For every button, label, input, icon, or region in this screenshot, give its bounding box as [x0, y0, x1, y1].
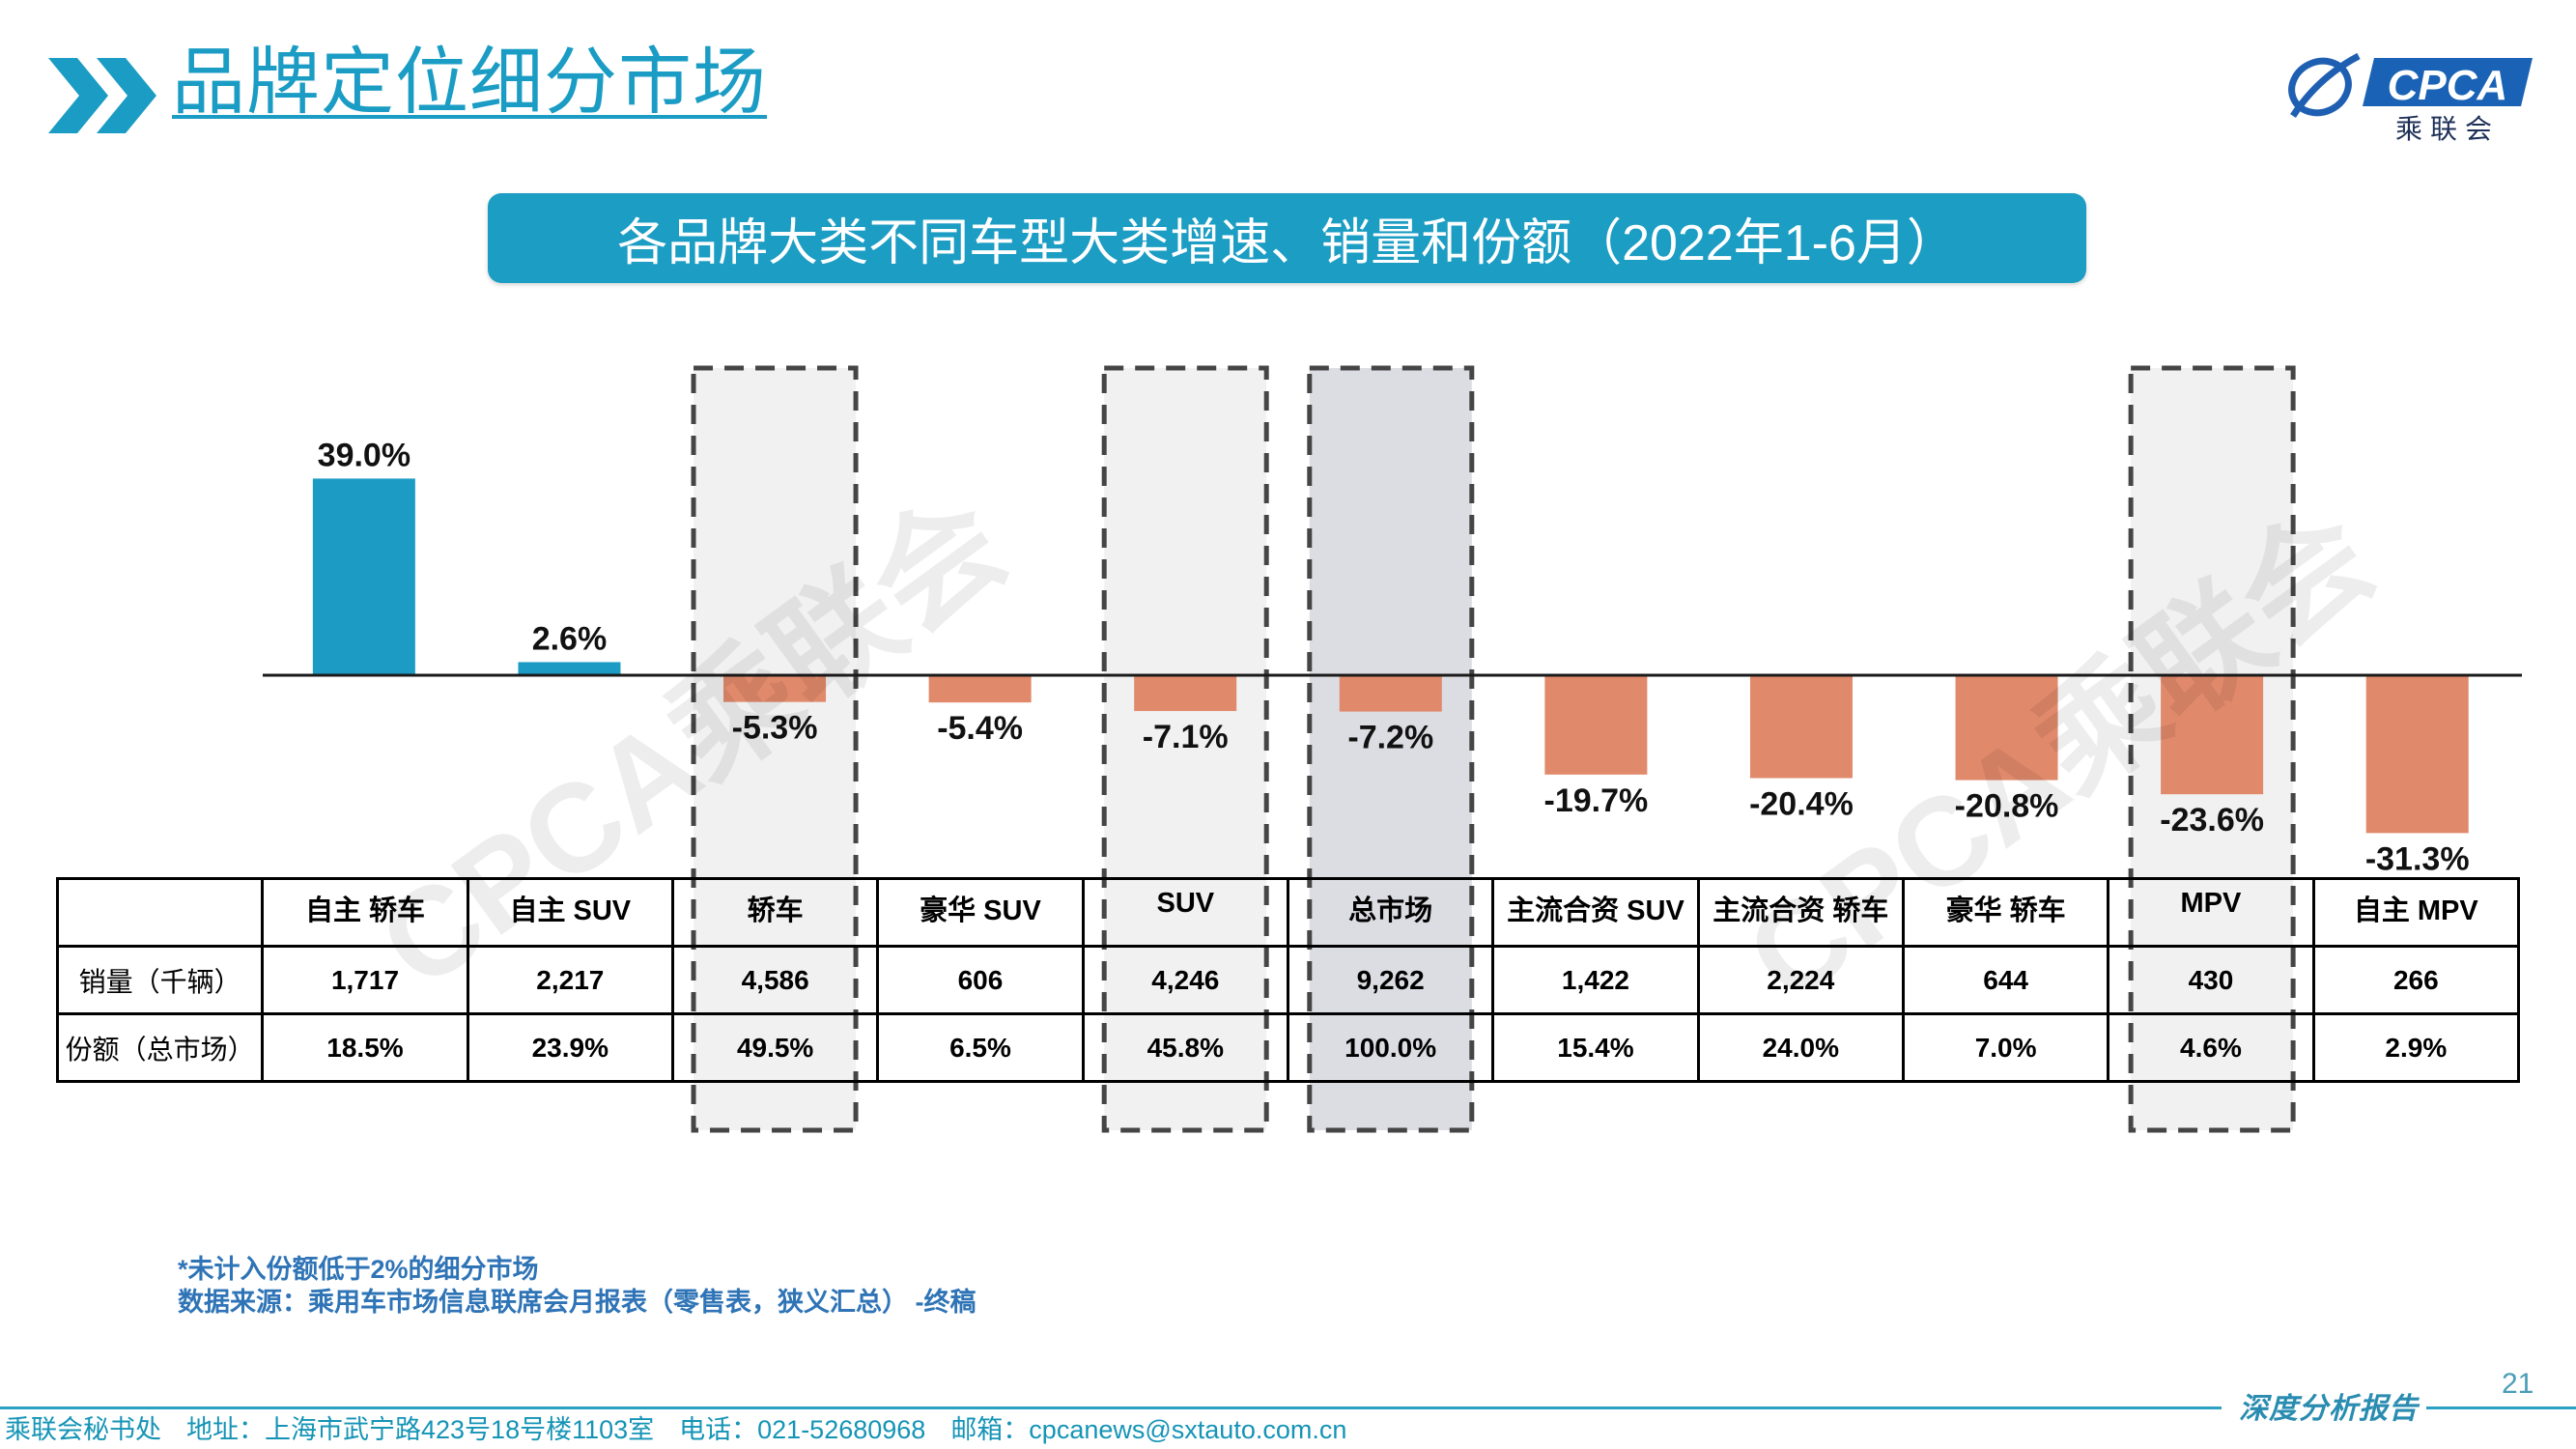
table-row-share: 份额（总市场） 18.5% 23.9% 49.5% 6.5% 45.8% 100…: [55, 1012, 2521, 1083]
share-cell: 45.8%: [1081, 1012, 1289, 1083]
row-label-share: 份额（总市场）: [55, 1012, 265, 1083]
value-label: -31.3%: [2365, 840, 2470, 877]
logo-badge: [2363, 58, 2533, 106]
footer-org: 乘联会秘书处: [5, 1415, 161, 1444]
logo-emblem-icon: [2288, 52, 2361, 118]
row-label-sales: 销量（千辆）: [55, 945, 265, 1015]
value-label: -19.7%: [1544, 782, 1649, 819]
footer-tagline: 深度分析报告: [2239, 1392, 2419, 1426]
footnote-source: 数据来源：乘用车市场信息联席会月报表（零售表，狭义汇总） -终稿: [178, 1288, 977, 1317]
sales-cell: 1,717: [261, 945, 469, 1015]
column-header: MPV: [2107, 877, 2315, 948]
footer-divider: [2426, 1406, 2576, 1409]
share-cell: 2.9%: [2311, 1012, 2521, 1083]
column-header: 豪华 轿车: [1901, 877, 2110, 948]
value-label: 2.6%: [532, 620, 608, 657]
page-title: 品牌定位细分市场: [172, 42, 767, 124]
bar: [518, 662, 621, 675]
value-label: -7.1%: [1143, 719, 1229, 755]
share-cell: 49.5%: [670, 1012, 880, 1083]
footer-phone: 电话：021-52680968: [679, 1415, 926, 1444]
sales-cell: 644: [1901, 945, 2110, 1015]
column-header: 总市场: [1286, 877, 1495, 948]
value-label: -7.2%: [1347, 720, 1433, 756]
footer-divider: [0, 1406, 2222, 1409]
footer-email: 邮箱：cpcanews@sxtauto.com.cn: [950, 1415, 1347, 1444]
share-cell: 4.6%: [2107, 1012, 2315, 1083]
sales-cell: 4,246: [1081, 945, 1289, 1015]
table-header-row: 自主 轿车 自主 SUV 轿车 豪华 SUV SUV 总市场 主流合资 SUV …: [55, 877, 2521, 948]
column-header: 豪华 SUV: [876, 877, 1085, 948]
share-cell: 24.0%: [1696, 1012, 1905, 1083]
sales-cell: 9,262: [1286, 945, 1495, 1015]
table-corner-cell: [55, 877, 265, 948]
column-header: 轿车: [670, 877, 880, 948]
title-chevron-icon: [48, 58, 156, 133]
footer-address: 地址：上海市武宁路423号18号楼1103室: [186, 1415, 655, 1444]
sales-cell: 606: [876, 945, 1085, 1015]
value-label: -20.8%: [1955, 788, 2059, 825]
chart-title-banner: 各品牌大类不同车型大类增速、销量和份额（2022年1-6月）: [488, 193, 2086, 283]
bar: [1544, 675, 1648, 775]
chart-title: 各品牌大类不同车型大类增速、销量和份额（2022年1-6月）: [617, 215, 1957, 271]
bar: [312, 478, 415, 675]
bar: [1955, 675, 2058, 781]
column-header: 主流合资 轿车: [1696, 877, 1905, 948]
value-label: 39.0%: [318, 437, 410, 473]
data-table: 自主 轿车 自主 SUV 轿车 豪华 SUV SUV 总市场 主流合资 SUV …: [55, 877, 2521, 1083]
sales-cell: 2,224: [1696, 945, 1905, 1015]
column-header: SUV: [1081, 877, 1289, 948]
table-row-sales: 销量（千辆） 1,717 2,217 4,586 606 4,246 9,262…: [55, 945, 2521, 1015]
logo-subtext: 乘联会: [2395, 114, 2500, 144]
share-cell: 18.5%: [261, 1012, 469, 1083]
share-cell: 7.0%: [1901, 1012, 2110, 1083]
sales-cell: 266: [2311, 945, 2521, 1015]
sales-cell: 1,422: [1491, 945, 1700, 1015]
value-label: -20.4%: [1749, 785, 1854, 822]
value-label: -5.4%: [937, 710, 1023, 747]
footnotes: *未计入份额低于2%的细分市场 数据来源：乘用车市场信息联席会月报表（零售表，狭…: [178, 1253, 977, 1319]
bar: [1134, 675, 1237, 712]
column-header: 自主 MPV: [2311, 877, 2521, 948]
sales-cell: 2,217: [466, 945, 674, 1015]
share-cell: 100.0%: [1286, 1012, 1495, 1083]
share-cell: 23.9%: [466, 1012, 674, 1083]
bar: [2161, 675, 2264, 795]
bar: [2365, 675, 2469, 834]
value-label: -23.6%: [2160, 802, 2264, 838]
footnote-exclusion: *未计入份额低于2%的细分市场: [178, 1255, 539, 1284]
column-header: 自主 轿车: [261, 877, 469, 948]
bar: [928, 675, 1032, 703]
logo: CPCA 乘联会: [2288, 52, 2533, 144]
column-header: 自主 SUV: [466, 877, 674, 948]
sales-cell: 430: [2107, 945, 2315, 1015]
bar: [1339, 675, 1442, 712]
logo-text: CPCA: [2388, 62, 2508, 109]
sales-cell: 4,586: [670, 945, 880, 1015]
share-cell: 6.5%: [876, 1012, 1085, 1083]
share-cell: 15.4%: [1491, 1012, 1700, 1083]
column-header: 主流合资 SUV: [1491, 877, 1700, 948]
bar: [723, 675, 827, 702]
bar: [1749, 675, 1853, 779]
page-number: 21: [2502, 1368, 2534, 1400]
footer-contact: 乘联会秘书处 地址：上海市武宁路423号18号楼1103室 电话：021-526…: [5, 1414, 1346, 1445]
value-label: -5.3%: [732, 710, 818, 747]
